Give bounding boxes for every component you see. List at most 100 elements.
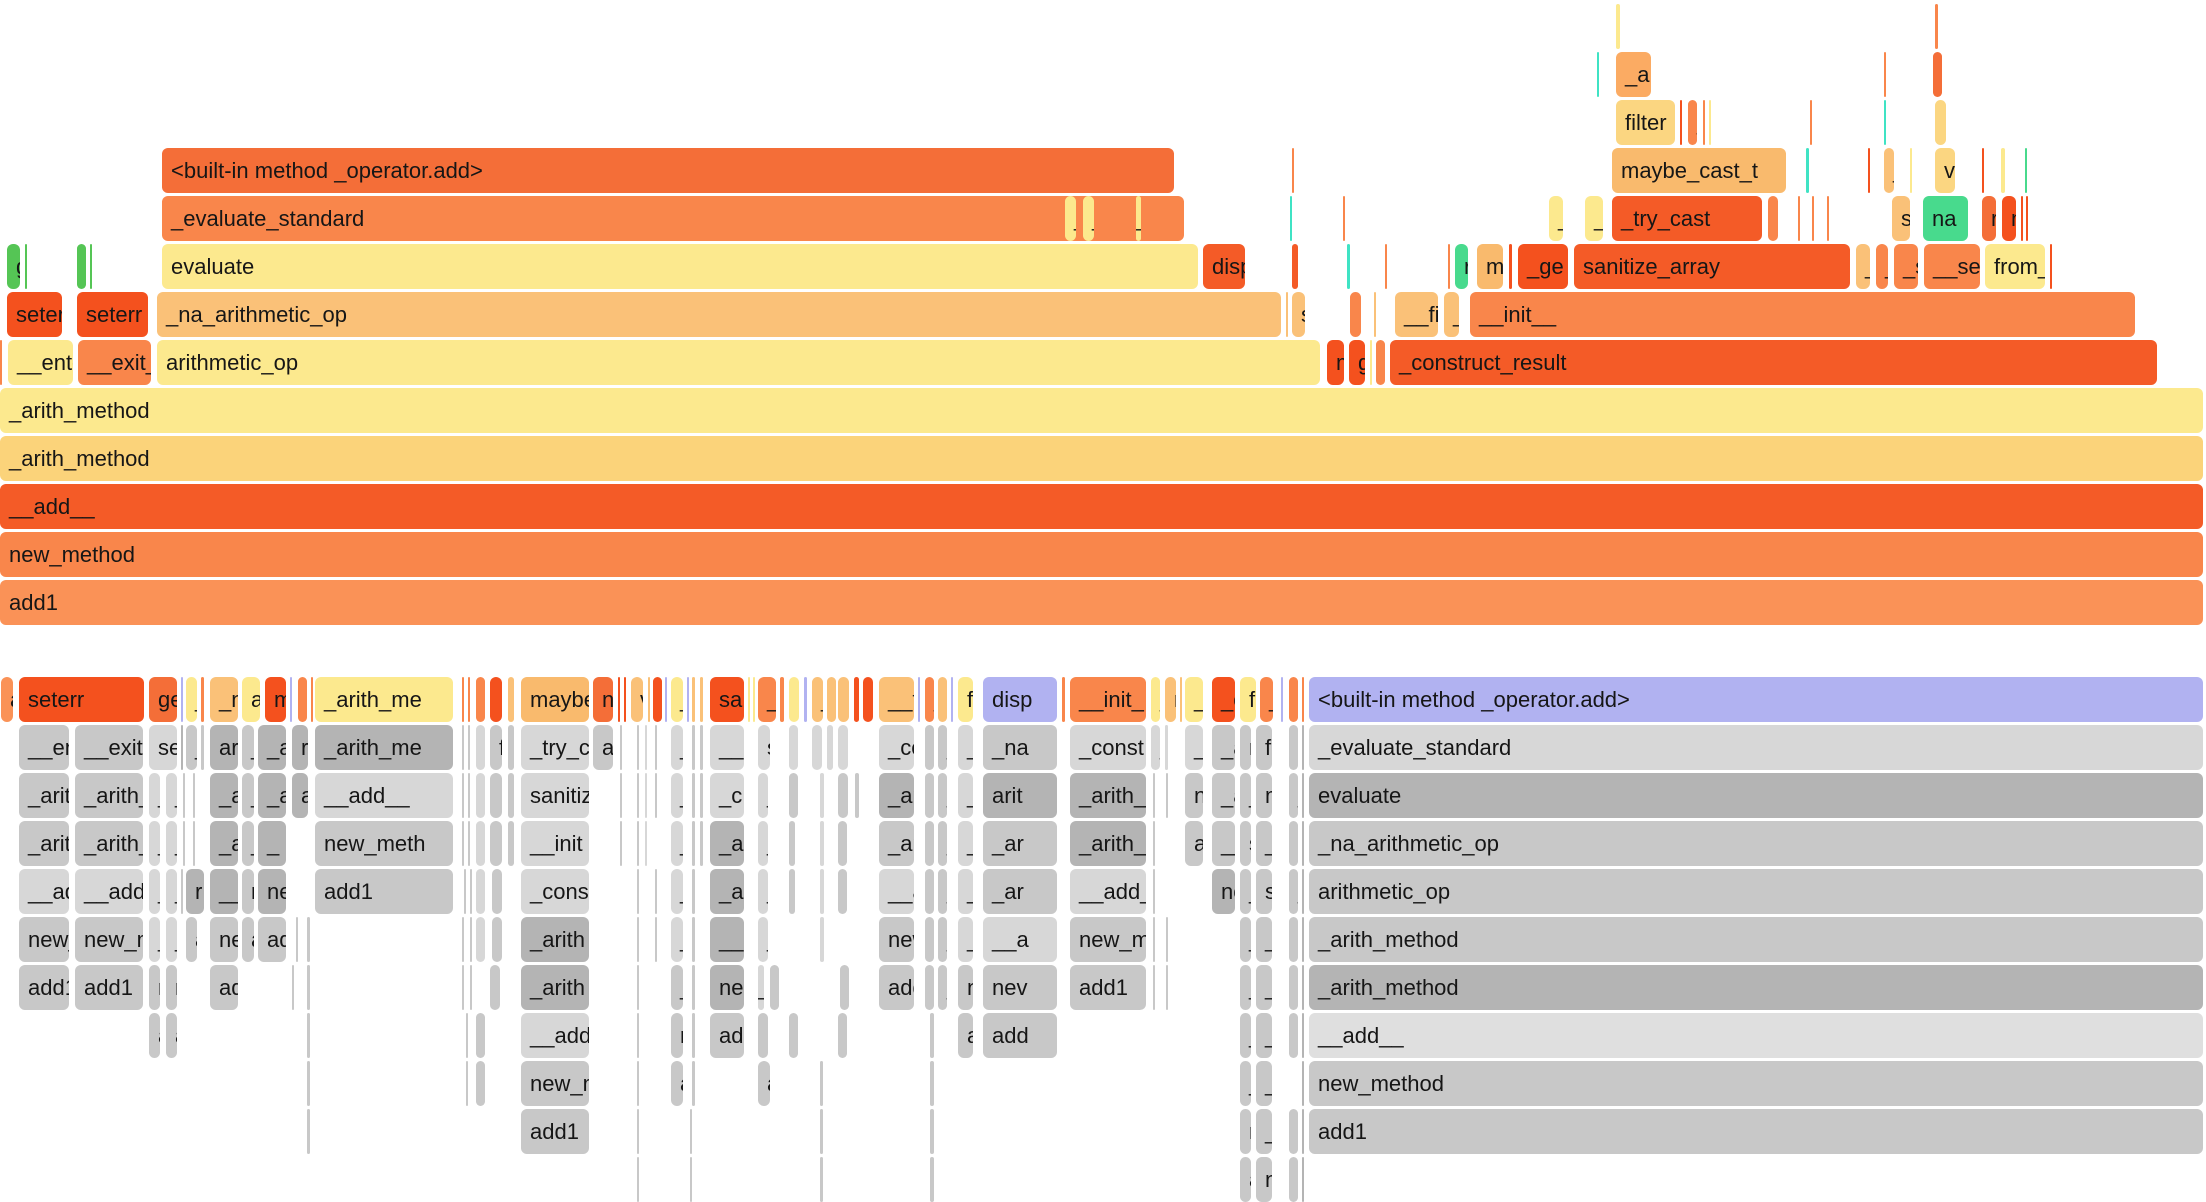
frame[interactable]: __a	[879, 869, 914, 914]
frame[interactable]: r	[149, 965, 160, 1010]
frame[interactable]	[1292, 148, 1294, 193]
frame[interactable]	[1286, 292, 1288, 337]
frame[interactable]: sa	[710, 677, 744, 722]
frame[interactable]: _na	[983, 725, 1057, 770]
frame[interactable]	[780, 677, 784, 722]
frame[interactable]	[466, 1061, 468, 1106]
frame[interactable]: s	[1240, 821, 1251, 866]
frame[interactable]: _	[1240, 869, 1251, 914]
frame[interactable]	[468, 821, 470, 866]
frame[interactable]	[1680, 100, 1682, 145]
frame[interactable]: _ar	[983, 869, 1057, 914]
frame[interactable]: r	[1455, 244, 1468, 289]
frame[interactable]: _a	[258, 773, 286, 818]
frame[interactable]: a	[1240, 1157, 1251, 1202]
frame[interactable]: _	[938, 773, 947, 818]
frame[interactable]	[789, 677, 799, 722]
frame[interactable]: _try_cast	[1612, 196, 1762, 241]
frame[interactable]	[1982, 148, 1984, 193]
frame[interactable]	[789, 869, 795, 914]
frame[interactable]	[1180, 677, 1182, 722]
frame[interactable]	[618, 677, 620, 722]
frame[interactable]: _const	[1070, 725, 1146, 770]
frame[interactable]	[930, 1109, 934, 1154]
frame[interactable]: _	[1240, 773, 1251, 818]
frame[interactable]: _	[242, 725, 254, 770]
frame[interactable]: _	[242, 773, 254, 818]
frame[interactable]: new_m	[75, 917, 143, 962]
frame[interactable]: disp	[1203, 244, 1245, 289]
frame[interactable]	[637, 917, 639, 962]
frame[interactable]: _arith	[521, 965, 589, 1010]
frame[interactable]: _	[149, 917, 160, 962]
frame[interactable]: _	[758, 917, 768, 962]
frame[interactable]	[1153, 773, 1155, 818]
frame[interactable]: arithmetic_op	[1309, 869, 2203, 914]
frame[interactable]	[1302, 1061, 1304, 1106]
frame[interactable]: v	[1935, 148, 1955, 193]
frame[interactable]	[181, 869, 183, 914]
frame[interactable]	[2025, 148, 2027, 193]
frame[interactable]: _evaluate_standard	[1309, 725, 2203, 770]
frame[interactable]: new_meth	[315, 821, 453, 866]
frame[interactable]: nev	[983, 965, 1057, 1010]
frame[interactable]	[1806, 148, 1809, 193]
frame[interactable]: m	[1327, 340, 1344, 385]
frame[interactable]: g	[77, 244, 86, 289]
frame[interactable]: _arith_	[75, 821, 143, 866]
frame[interactable]	[1448, 244, 1450, 289]
frame[interactable]: _	[958, 773, 973, 818]
frame[interactable]	[2001, 148, 2005, 193]
frame[interactable]	[1289, 965, 1298, 1010]
frame[interactable]: _	[1151, 677, 1160, 722]
frame[interactable]: _	[671, 869, 683, 914]
frame[interactable]: _evaluate_standard	[162, 196, 1184, 241]
frame[interactable]: _	[1240, 1061, 1251, 1106]
frame[interactable]: _ge	[1518, 244, 1568, 289]
frame[interactable]	[1166, 917, 1168, 962]
frame[interactable]	[930, 1157, 934, 1202]
frame[interactable]: _	[1289, 869, 1298, 914]
frame[interactable]	[298, 677, 307, 722]
frame[interactable]: _a	[210, 773, 238, 818]
frame[interactable]	[470, 869, 472, 914]
frame[interactable]: _	[925, 677, 934, 722]
frame[interactable]: _s	[1894, 244, 1918, 289]
frame[interactable]: na	[1923, 196, 1968, 241]
frame[interactable]	[655, 773, 657, 818]
frame[interactable]	[930, 1061, 934, 1106]
frame[interactable]	[181, 677, 183, 722]
frame[interactable]: __fi	[1395, 292, 1438, 337]
frame[interactable]: add1	[1309, 1109, 2203, 1154]
frame[interactable]	[90, 244, 92, 289]
frame[interactable]	[466, 1013, 468, 1058]
frame[interactable]: _	[1688, 100, 1697, 145]
frame[interactable]	[637, 1061, 639, 1106]
frame[interactable]: n	[2002, 196, 2016, 241]
frame[interactable]	[925, 965, 934, 1010]
frame[interactable]	[620, 773, 622, 818]
frame[interactable]: _	[258, 821, 286, 866]
frame[interactable]	[637, 1013, 639, 1058]
frame[interactable]	[1703, 100, 1705, 145]
frame[interactable]: ·	[838, 773, 848, 818]
frame[interactable]	[1165, 725, 1168, 770]
frame[interactable]: _	[149, 821, 160, 866]
frame[interactable]	[508, 773, 514, 818]
frame[interactable]	[468, 725, 470, 770]
frame[interactable]	[307, 917, 310, 962]
frame[interactable]: ge	[149, 677, 177, 722]
frame[interactable]: r	[758, 1013, 768, 1058]
frame[interactable]: se	[149, 725, 177, 770]
frame[interactable]	[508, 677, 514, 722]
frame[interactable]: __	[210, 869, 238, 914]
frame[interactable]	[1343, 196, 1345, 241]
frame[interactable]: a	[1, 677, 13, 722]
frame[interactable]	[692, 869, 695, 914]
frame[interactable]: from_	[1985, 244, 2045, 289]
frame[interactable]: s	[1892, 196, 1910, 241]
frame[interactable]: add1	[19, 965, 69, 1010]
frame[interactable]: n	[1240, 1109, 1251, 1154]
frame[interactable]	[1302, 965, 1304, 1010]
frame[interactable]: n	[1240, 725, 1251, 770]
